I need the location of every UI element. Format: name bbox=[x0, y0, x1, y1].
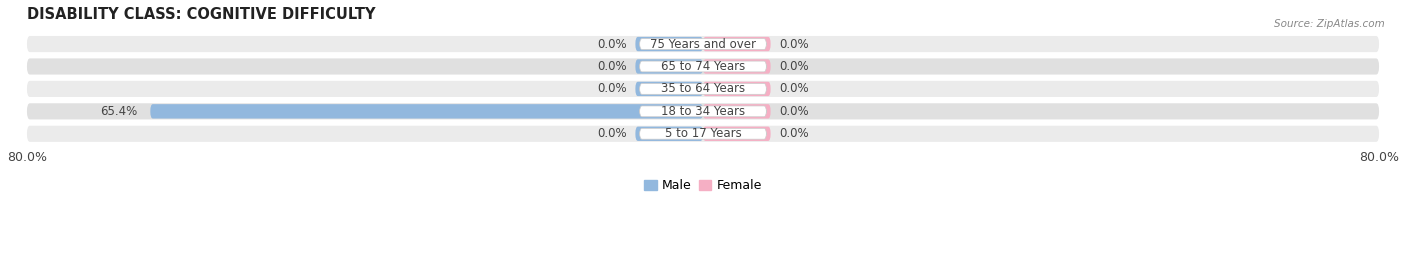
Text: DISABILITY CLASS: COGNITIVE DIFFICULTY: DISABILITY CLASS: COGNITIVE DIFFICULTY bbox=[27, 7, 375, 22]
Text: 18 to 34 Years: 18 to 34 Years bbox=[661, 105, 745, 118]
FancyBboxPatch shape bbox=[703, 37, 770, 51]
FancyBboxPatch shape bbox=[636, 59, 703, 74]
FancyBboxPatch shape bbox=[27, 103, 1379, 119]
Text: 0.0%: 0.0% bbox=[779, 60, 808, 73]
FancyBboxPatch shape bbox=[640, 83, 766, 94]
Text: 65.4%: 65.4% bbox=[100, 105, 138, 118]
FancyBboxPatch shape bbox=[640, 129, 766, 139]
FancyBboxPatch shape bbox=[703, 59, 770, 74]
FancyBboxPatch shape bbox=[640, 39, 766, 49]
Text: 75 Years and over: 75 Years and over bbox=[650, 38, 756, 50]
Text: 0.0%: 0.0% bbox=[598, 38, 627, 50]
Text: 65 to 74 Years: 65 to 74 Years bbox=[661, 60, 745, 73]
Text: 0.0%: 0.0% bbox=[598, 127, 627, 140]
Text: 0.0%: 0.0% bbox=[779, 105, 808, 118]
FancyBboxPatch shape bbox=[640, 61, 766, 72]
FancyBboxPatch shape bbox=[27, 126, 1379, 142]
FancyBboxPatch shape bbox=[27, 58, 1379, 75]
FancyBboxPatch shape bbox=[27, 36, 1379, 52]
FancyBboxPatch shape bbox=[150, 104, 703, 119]
Text: 0.0%: 0.0% bbox=[779, 127, 808, 140]
Text: 5 to 17 Years: 5 to 17 Years bbox=[665, 127, 741, 140]
FancyBboxPatch shape bbox=[27, 81, 1379, 97]
FancyBboxPatch shape bbox=[703, 127, 770, 141]
Text: Source: ZipAtlas.com: Source: ZipAtlas.com bbox=[1274, 19, 1385, 29]
FancyBboxPatch shape bbox=[636, 37, 703, 51]
Text: 35 to 64 Years: 35 to 64 Years bbox=[661, 82, 745, 95]
FancyBboxPatch shape bbox=[640, 106, 766, 117]
Text: 0.0%: 0.0% bbox=[779, 82, 808, 95]
Text: 0.0%: 0.0% bbox=[598, 60, 627, 73]
Text: 0.0%: 0.0% bbox=[598, 82, 627, 95]
FancyBboxPatch shape bbox=[703, 104, 770, 119]
FancyBboxPatch shape bbox=[636, 127, 703, 141]
Legend: Male, Female: Male, Female bbox=[640, 174, 766, 197]
FancyBboxPatch shape bbox=[703, 82, 770, 96]
Text: 0.0%: 0.0% bbox=[779, 38, 808, 50]
FancyBboxPatch shape bbox=[636, 82, 703, 96]
